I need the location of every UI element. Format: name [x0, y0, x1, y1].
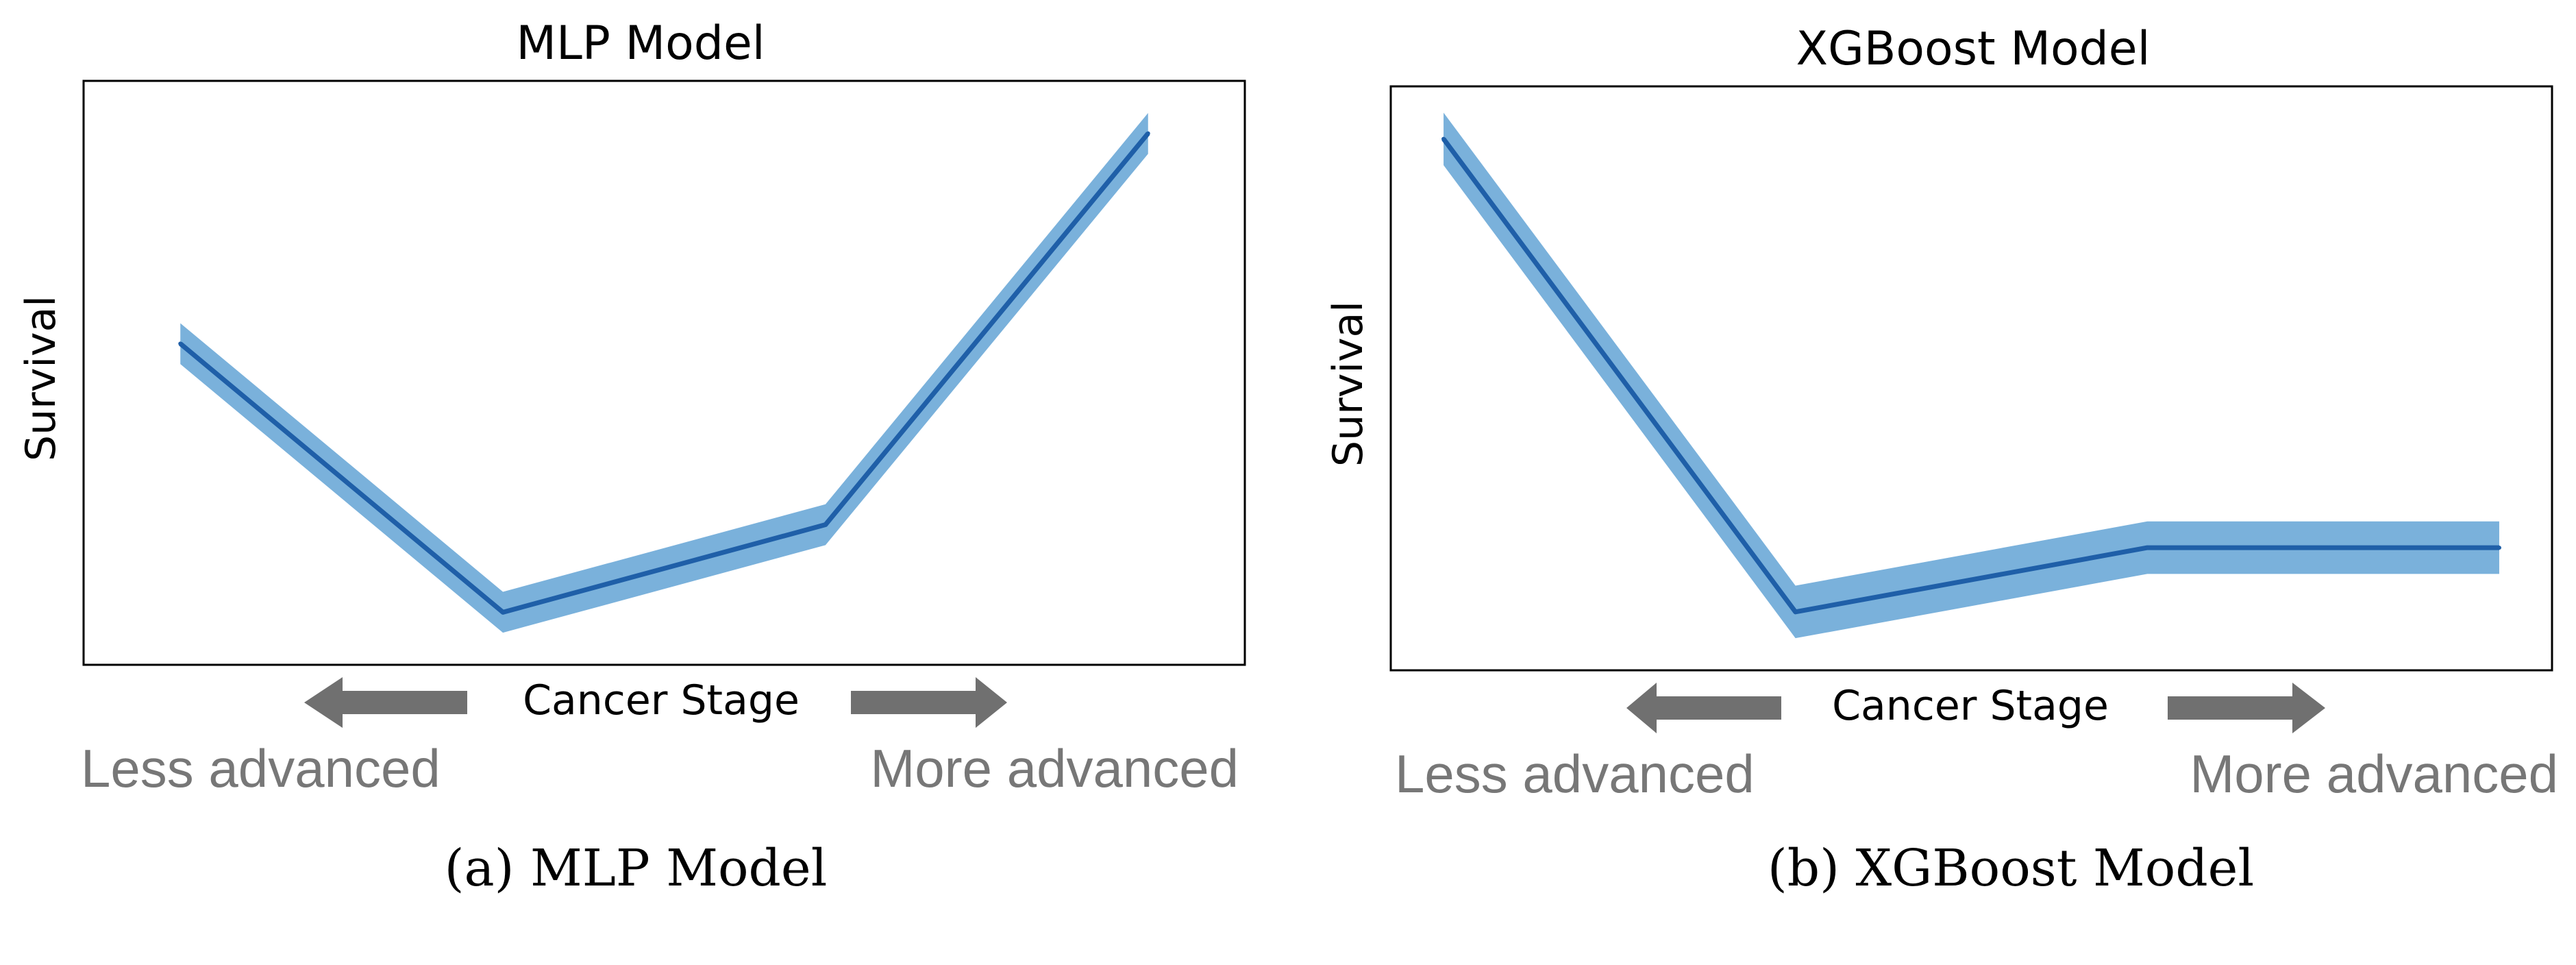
series-line: [1441, 137, 2499, 615]
data-point: [1793, 609, 1798, 614]
less-advanced-label: Less advanced: [81, 738, 441, 798]
data-point: [2497, 546, 2501, 550]
panel-mlp: MLP Model Survival Cancer Stage Less adv…: [17, 16, 1246, 898]
plot-layer: [1441, 112, 2501, 639]
data-point: [178, 341, 183, 346]
caption: (b) XGBoost Model: [1768, 839, 2254, 898]
chart-title: XGBoost Model: [1796, 22, 2150, 76]
plot-area: [1389, 85, 2553, 672]
right-arrow-icon: [2168, 683, 2325, 733]
x-axis-label: Cancer Stage: [1832, 682, 2109, 730]
plot-layer: [178, 112, 1150, 633]
y-axis-label: Survival: [1324, 301, 1372, 467]
data-point: [501, 610, 506, 615]
data-point: [1145, 131, 1150, 136]
y-axis-label: Survival: [17, 295, 65, 461]
caption: (a) MLP Model: [445, 839, 828, 898]
left-arrow-icon: [304, 677, 467, 728]
left-arrow-icon: [1626, 683, 1781, 733]
less-advanced-label: Less advanced: [1395, 744, 1755, 804]
plot-area: [82, 80, 1246, 666]
confidence-band: [180, 112, 1148, 633]
data-point: [1441, 136, 1446, 141]
panel-xgboost: XGBoost Model Survival Cancer Stage Less…: [1324, 22, 2558, 898]
right-arrow-icon: [851, 677, 1007, 728]
x-axis-label: Cancer Stage: [523, 676, 800, 724]
data-point: [823, 522, 828, 527]
chart-title: MLP Model: [516, 16, 765, 71]
confidence-band: [1444, 112, 2499, 639]
more-advanced-label: More advanced: [2190, 744, 2558, 804]
more-advanced-label: More advanced: [870, 738, 1239, 798]
series-line: [179, 132, 1150, 615]
data-point: [2145, 546, 2150, 550]
